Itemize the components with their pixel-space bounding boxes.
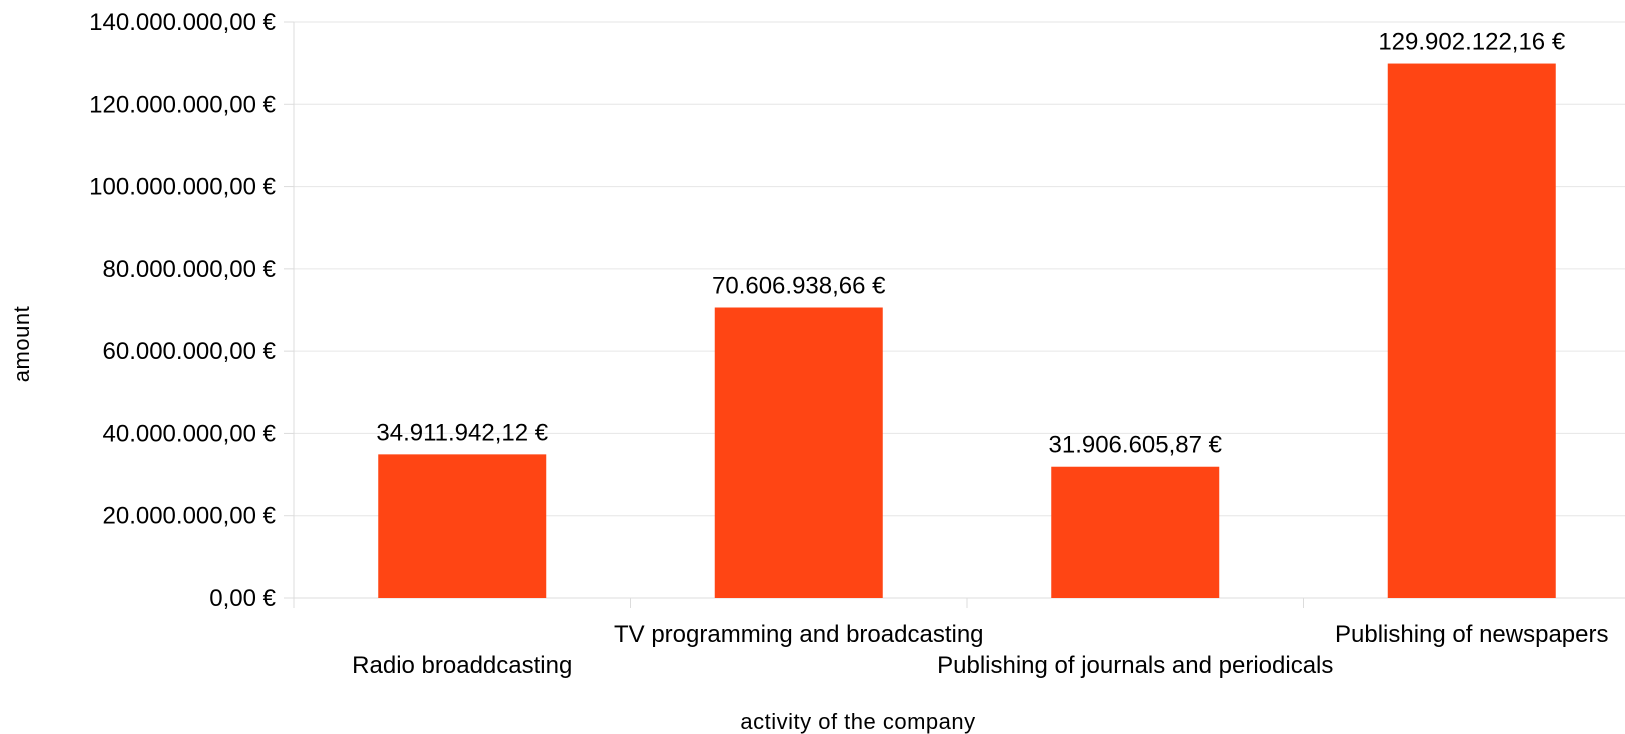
bar [1387, 63, 1556, 599]
bar-value-label: 31.906.605,87 € [1049, 432, 1223, 459]
y-tick-label: 20.000.000,00 € [103, 503, 277, 530]
y-tick-label: 0,00 € [209, 585, 276, 612]
x-category-label: TV programming and broadcasting [614, 621, 984, 648]
grid-lines [294, 21, 1625, 517]
bars [378, 63, 1556, 599]
bar-value-labels: 34.911.942,12 € 70.606.938,66 € 31.906.605… [376, 29, 1565, 459]
y-tick-label: 60.000.000,00 € [103, 338, 277, 365]
y-tick-label: 120.000.000,00 € [89, 91, 276, 118]
y-tick-label: 100.000.000,00 € [89, 174, 276, 201]
x-axis-categories: Radio broaddcasting TV programming and br… [352, 621, 1608, 679]
bar-value-label: 34.911.942,12 € [376, 419, 548, 446]
y-axis-title: amount [9, 306, 34, 382]
bar-value-label: 70.606.938,66 € [712, 273, 886, 300]
bar-value-label: 129.902.122,16 € [1378, 29, 1565, 56]
x-category-label: Publishing of newspapers [1335, 621, 1609, 648]
y-tick-label: 40.000.000,00 € [103, 420, 277, 447]
bar [378, 454, 547, 598]
x-category-label: Publishing of journals and periodicals [937, 652, 1333, 679]
bar [1051, 466, 1220, 598]
x-axis-title: activity of the company [740, 709, 975, 734]
x-category-label: Radio broaddcasting [352, 652, 572, 679]
bar [714, 307, 883, 598]
y-tick-label: 80.000.000,00 € [103, 256, 277, 283]
y-tick-label: 140.000.000,00 € [89, 9, 276, 36]
y-axis-ticks: 0,00 € 20.000.000,00 € 40.000.000,00 € 60.0… [89, 9, 294, 612]
